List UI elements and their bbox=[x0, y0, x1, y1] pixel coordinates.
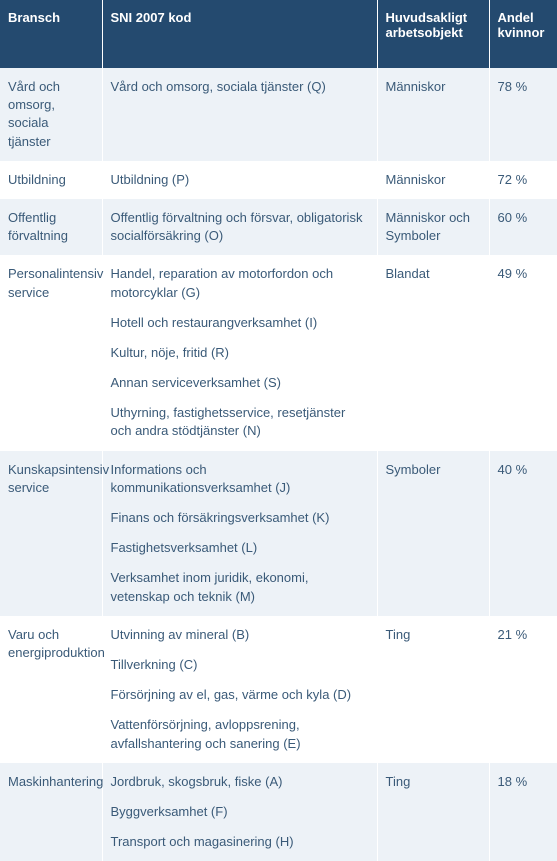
sni-item: Utbildning (P) bbox=[111, 171, 369, 189]
table-row: MaskinhanteringJordbruk, skogsbruk, fisk… bbox=[0, 763, 557, 861]
cell-bransch: Maskinhantering bbox=[0, 763, 102, 861]
cell-bransch: Vård och omsorg, sociala tjänster bbox=[0, 68, 102, 161]
table-row: Varu och energiproduktionUtvinning av mi… bbox=[0, 616, 557, 763]
sni-item: Hotell och restaurangverksamhet (I) bbox=[111, 314, 369, 332]
table-row: Vård och omsorg, sociala tjänster Vård oc… bbox=[0, 68, 557, 161]
col-header-andel: Andel kvinnor bbox=[489, 0, 557, 68]
cell-objekt: Ting bbox=[377, 763, 489, 861]
col-header-bransch: Bransch bbox=[0, 0, 102, 68]
table-header-row: Bransch SNI 2007 kod Huvudsakligt arbets… bbox=[0, 0, 557, 68]
sni-item: Tillverkning (C) bbox=[111, 656, 369, 674]
cell-andel: 40 % bbox=[489, 451, 557, 616]
cell-sni: Utbildning (P) bbox=[102, 161, 377, 199]
sni-item: Verksamhet inom juridik, ekonomi, vetens… bbox=[111, 569, 369, 605]
sni-item: Vattenförsörjning, avloppsrening, avfall… bbox=[111, 716, 369, 752]
industry-table: Bransch SNI 2007 kod Huvudsakligt arbets… bbox=[0, 0, 557, 861]
sni-item: Jordbruk, skogsbruk, fiske (A) bbox=[111, 773, 369, 791]
sni-item: Informations och kommunikationsverksamhe… bbox=[111, 461, 369, 497]
cell-andel: 60 % bbox=[489, 199, 557, 255]
cell-andel: 49 % bbox=[489, 255, 557, 450]
cell-andel: 18 % bbox=[489, 763, 557, 861]
cell-objekt: Symboler bbox=[377, 451, 489, 616]
cell-objekt: Blandat bbox=[377, 255, 489, 450]
table-row: Offentlig förvaltningOffentlig förvaltni… bbox=[0, 199, 557, 255]
cell-objekt: Människor och Symboler bbox=[377, 199, 489, 255]
cell-bransch: Utbildning bbox=[0, 161, 102, 199]
sni-item: Byggverksamhet (F) bbox=[111, 803, 369, 821]
cell-sni: Offentlig förvaltning och försvar, oblig… bbox=[102, 199, 377, 255]
cell-objekt: Människor bbox=[377, 161, 489, 199]
cell-sni: Utvinning av mineral (B) Tillverkning (C)… bbox=[102, 616, 377, 763]
table-row: Utbildning Utbildning (P) Människor72 % bbox=[0, 161, 557, 199]
sni-item: Kultur, nöje, fritid (R) bbox=[111, 344, 369, 362]
cell-bransch: Varu och energiproduktion bbox=[0, 616, 102, 763]
table-row: Kunskapsintensiv serviceInformations och… bbox=[0, 451, 557, 616]
table-body: Vård och omsorg, sociala tjänster Vård oc… bbox=[0, 68, 557, 861]
sni-item: Annan serviceverksamhet (S) bbox=[111, 374, 369, 392]
cell-objekt: Människor bbox=[377, 68, 489, 161]
cell-bransch: Kunskapsintensiv service bbox=[0, 451, 102, 616]
col-header-objekt: Huvudsakligt arbetsobjekt bbox=[377, 0, 489, 68]
cell-objekt: Ting bbox=[377, 616, 489, 763]
sni-item: Transport och magasinering (H) bbox=[111, 833, 369, 851]
cell-andel: 78 % bbox=[489, 68, 557, 161]
cell-sni: Vård och omsorg, sociala tjänster (Q) bbox=[102, 68, 377, 161]
sni-item: Uthyrning, fastighetsservice, resetjänst… bbox=[111, 404, 369, 440]
sni-item: Offentlig förvaltning och försvar, oblig… bbox=[111, 209, 369, 245]
table-row: Personalintensiv serviceHandel, reparati… bbox=[0, 255, 557, 450]
cell-andel: 72 % bbox=[489, 161, 557, 199]
sni-item: Finans och försäkringsverksamhet (K) bbox=[111, 509, 369, 527]
cell-andel: 21 % bbox=[489, 616, 557, 763]
sni-item: Handel, reparation av motorfordon och mo… bbox=[111, 265, 369, 301]
sni-item: Försörjning av el, gas, värme och kyla (… bbox=[111, 686, 369, 704]
cell-bransch: Personalintensiv service bbox=[0, 255, 102, 450]
cell-bransch: Offentlig förvaltning bbox=[0, 199, 102, 255]
sni-item: Fastighetsverksamhet (L) bbox=[111, 539, 369, 557]
sni-item: Vård och omsorg, sociala tjänster (Q) bbox=[111, 78, 369, 96]
cell-sni: Informations och kommunikationsverksamhe… bbox=[102, 451, 377, 616]
sni-item: Utvinning av mineral (B) bbox=[111, 626, 369, 644]
cell-sni: Jordbruk, skogsbruk, fiske (A) Byggverksa… bbox=[102, 763, 377, 861]
col-header-sni: SNI 2007 kod bbox=[102, 0, 377, 68]
cell-sni: Handel, reparation av motorfordon och mo… bbox=[102, 255, 377, 450]
